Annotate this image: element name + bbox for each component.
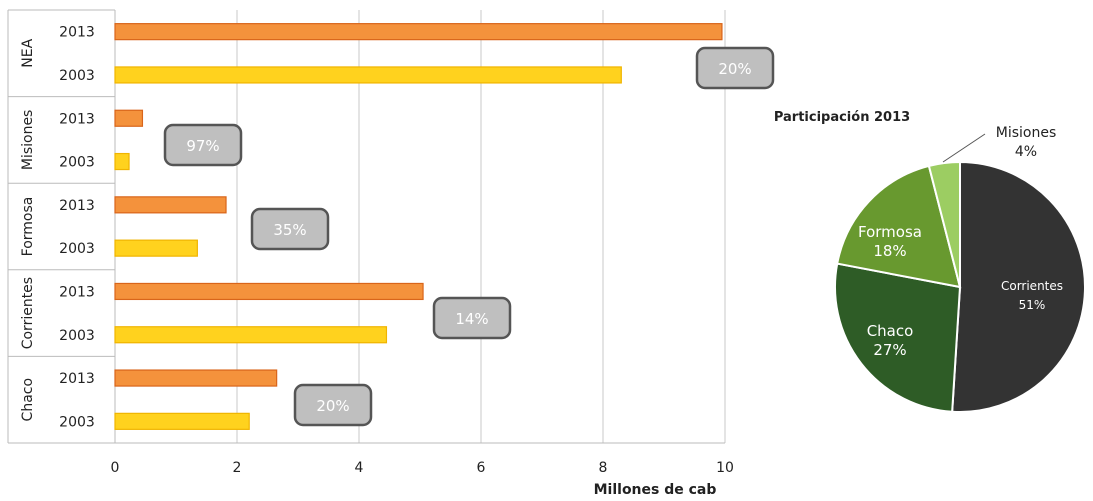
growth-callout-box [163, 123, 243, 167]
x-tick-label: 4 [355, 460, 364, 476]
year-label: 2003 [59, 155, 95, 171]
x-tick-label: 2 [233, 460, 242, 476]
group-label: Formosa [20, 197, 36, 257]
x-tick-label: 0 [111, 460, 120, 476]
growth-callout-label: 20% [718, 60, 751, 78]
x-tick-labels: 0 2 4 6 8 10 [111, 460, 734, 476]
growth-callout-box [250, 207, 330, 251]
bar-2013 [114, 196, 227, 214]
pie-slice-misiones [927, 160, 961, 288]
year-label: 2003 [59, 328, 95, 344]
x-axis-label: Millones de cab [594, 482, 717, 498]
pie-slice-corrientes [951, 160, 1087, 413]
year-label: 2013 [59, 25, 95, 41]
x-tick-label: 6 [477, 460, 486, 476]
pie-label-value: 4% [1015, 144, 1037, 160]
growth-callout-label: 35% [273, 221, 306, 239]
pie-slice-formosa [836, 164, 962, 289]
bar-2013 [114, 369, 278, 387]
bar-chart: 2013 2003 2013 2003 2013 2003 2013 2003 2013 2003… [7, 9, 775, 498]
bar-2013 [114, 109, 144, 127]
pie-label-value: 27% [873, 341, 906, 359]
year-label: 2003 [59, 414, 95, 430]
bar-2013 [114, 282, 424, 301]
year-labels: 2013 2003 2013 2003 2013 2003 2013 2003 2013 2003 [59, 25, 95, 431]
pie-label-name: Formosa [858, 223, 922, 241]
group-label: Misiones [20, 110, 36, 171]
growth-callout-label: 20% [316, 397, 349, 415]
bar-2003 [114, 412, 250, 430]
pie-title: Participación 2013 [774, 110, 910, 125]
x-tick-label: 8 [599, 460, 608, 476]
growth-callouts: 20% 97% 35% 14% 20% [163, 46, 775, 427]
x-tick-label: 10 [716, 460, 734, 476]
pie-label-name: Chaco [867, 322, 914, 340]
pie-label-value: 18% [873, 242, 906, 260]
group-label: NEA [20, 38, 36, 67]
pie-label-name: Misiones [996, 125, 1057, 141]
year-label: 2013 [59, 198, 95, 214]
bars [114, 23, 723, 430]
bar-2003 [114, 326, 388, 344]
pie-chart: Participación 2013 Corrientes 51% Chaco27%… [774, 110, 1087, 413]
year-label: 2013 [59, 371, 95, 387]
growth-callout-label: 14% [455, 310, 488, 328]
year-label: 2003 [59, 68, 95, 84]
bar-2003 [114, 239, 198, 257]
year-label: 2013 [59, 111, 95, 127]
group-label: Chaco [20, 378, 36, 422]
growth-callout-box [695, 46, 775, 90]
group-label: Corrientes [20, 277, 36, 349]
bar-2013 [114, 23, 723, 41]
bar-2003 [114, 152, 130, 171]
year-label: 2003 [59, 241, 95, 257]
pie-slices [834, 160, 1087, 413]
pie-slice-chaco [834, 262, 962, 413]
bar-2003 [114, 66, 622, 84]
group-labels: NEA Misiones Formosa Corrientes Chaco [20, 38, 36, 421]
year-label: 2013 [59, 284, 95, 300]
growth-callout-box [293, 383, 373, 427]
pie-label-value: 51% [1019, 298, 1046, 312]
pie-leader-line [942, 133, 986, 163]
growth-callout-label: 97% [186, 137, 219, 155]
growth-callout-box [432, 296, 512, 340]
pie-label-name: Corrientes [1001, 279, 1063, 293]
